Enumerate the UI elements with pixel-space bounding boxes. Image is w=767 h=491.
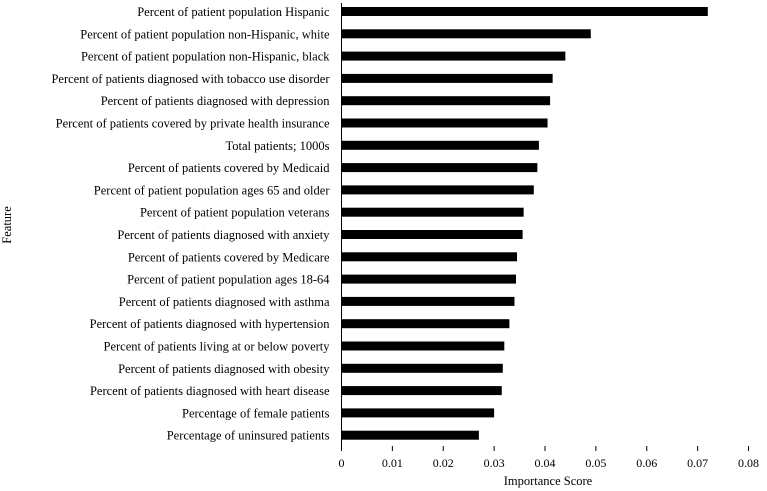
category-label: Total patients; 1000s — [226, 139, 330, 153]
x-tick-label: 0.02 — [433, 456, 454, 470]
category-label: Percentage of uninsured patients — [167, 429, 330, 443]
x-tick-label: 0.03 — [484, 456, 505, 470]
bar — [341, 140, 539, 150]
bar — [341, 7, 708, 16]
bar — [341, 341, 505, 351]
category-label: Percent of patient population non-Hispan… — [81, 50, 330, 64]
x-tick-label: 0.01 — [382, 456, 403, 470]
bar — [341, 296, 515, 306]
x-tick-label: 0.04 — [535, 456, 556, 470]
y-axis-title: Feature — [0, 206, 14, 244]
bar — [341, 363, 503, 373]
category-label: Percent of patients diagnosed with hyper… — [90, 317, 331, 331]
x-axis-title: Importance Score — [504, 474, 593, 488]
x-tick-label: 0.06 — [636, 456, 657, 470]
category-label: Percent of patient population non-Hispan… — [80, 27, 330, 41]
bar — [341, 274, 517, 284]
x-tick-label: 0.08 — [738, 456, 759, 470]
bar — [341, 207, 524, 217]
category-label: Percent of patients diagnosed with tobac… — [51, 72, 330, 86]
category-label: Percent of patients diagnosed with heart… — [90, 384, 330, 398]
category-label: Percent of patients diagnosed with anxie… — [117, 228, 330, 242]
category-label: Percent of patient population ages 65 an… — [94, 183, 331, 197]
x-axis-ticks: 0 0.01 0.02 0.03 0.04 0.05 0.06 0.07 0.08 — [339, 446, 759, 470]
category-label: Percent of patients diagnosed with asthm… — [119, 295, 330, 309]
bar — [341, 51, 566, 61]
bar — [341, 185, 534, 195]
category-label: Percent of patient population ages 18-64 — [127, 273, 330, 287]
bar — [341, 230, 523, 239]
bar — [341, 29, 591, 39]
bar — [341, 118, 548, 128]
bar — [341, 430, 479, 440]
category-label: Percent of patients covered by private h… — [56, 117, 330, 131]
bar — [341, 163, 538, 173]
category-label: Percent of patients living at or below p… — [104, 340, 331, 354]
bar — [341, 73, 553, 83]
bar — [341, 408, 495, 418]
category-label: Percentage of female patients — [182, 406, 330, 420]
bar — [341, 386, 502, 396]
bars — [341, 7, 708, 440]
category-label: Percent of patients covered by Medicaid — [128, 161, 330, 175]
category-labels: Percent of patient population Hispanic Pe… — [51, 5, 330, 443]
category-label: Percent of patients covered by Medicare — [128, 250, 330, 264]
x-tick-label: 0 — [339, 456, 345, 470]
bar — [341, 252, 518, 262]
category-label: Percent of patient population Hispanic — [137, 5, 330, 19]
bar — [341, 96, 551, 106]
category-label: Percent of patient population veterans — [140, 206, 330, 220]
x-tick-label: 0.05 — [585, 456, 606, 470]
category-label: Percent of patients diagnosed with obesi… — [118, 362, 330, 376]
x-tick-label: 0.07 — [687, 456, 708, 470]
bar — [341, 319, 510, 329]
category-label: Percent of patients diagnosed with depre… — [101, 94, 331, 108]
